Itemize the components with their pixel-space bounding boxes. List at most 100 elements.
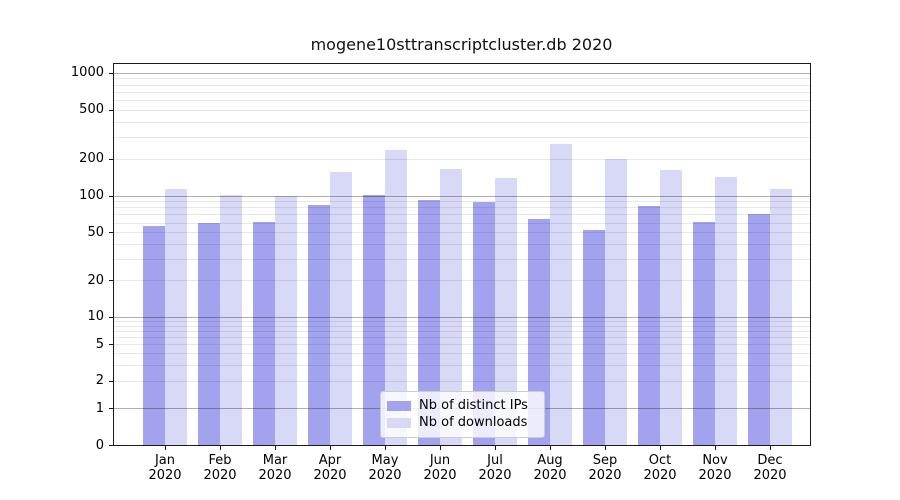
x-tick-aug-2020 [550, 446, 551, 450]
y-grid-minor-500 [114, 110, 810, 111]
bar-nb-of-distinct-ips-jul-2020 [473, 202, 495, 445]
y-grid-minor-70 [114, 214, 810, 215]
x-tick-label-oct-2020: Oct 2020 [633, 453, 688, 483]
y-tick-0 [109, 445, 113, 446]
y-grid-minor-7 [114, 331, 810, 332]
y-tick-label-0: 0 [95, 438, 104, 453]
x-tick-apr-2020 [330, 446, 331, 450]
x-tick-label-feb-2020: Feb 2020 [193, 453, 248, 483]
legend-label-distinct-ips: Nb of distinct IPs [419, 398, 528, 413]
x-tick-year-mar-2020: 2020 [258, 468, 292, 483]
bar-nb-of-downloads-apr-2020 [330, 172, 352, 445]
x-tick-year-jun-2020: 2020 [423, 468, 457, 483]
y-tick-label-2: 2 [95, 373, 104, 388]
x-tick-label-dec-2020: Dec 2020 [743, 453, 798, 483]
y-grid-minor-8 [114, 326, 810, 327]
x-tick-may-2020 [385, 446, 386, 450]
x-tick-year-jul-2020: 2020 [478, 468, 512, 483]
y-tick-2 [109, 381, 113, 382]
bar-nb-of-downloads-jun-2020 [440, 169, 462, 445]
y-grid-minor-90 [114, 201, 810, 202]
chart-title: mogene10sttranscriptcluster.db 2020 [310, 35, 613, 54]
y-tick-label-200: 200 [79, 151, 104, 166]
x-tick-year-oct-2020: 2020 [643, 468, 677, 483]
x-tick-label-sep-2020: Sep 2020 [578, 453, 633, 483]
y-grid-minor-4 [114, 353, 810, 354]
bar-nb-of-distinct-ips-nov-2020 [693, 222, 715, 445]
x-tick-year-dec-2020: 2020 [753, 468, 787, 483]
y-grid-minor-300 [114, 137, 810, 138]
bar-nb-of-downloads-mar-2020 [275, 196, 297, 445]
bar-nb-of-downloads-oct-2020 [660, 170, 682, 445]
y-grid-minor-700 [114, 92, 810, 93]
legend: Nb of distinct IPs Nb of downloads [380, 391, 545, 438]
y-grid-minor-60 [114, 223, 810, 224]
y-tick-500 [109, 110, 113, 111]
x-tick-label-jul-2020: Jul 2020 [468, 453, 523, 483]
bar-nb-of-distinct-ips-jan-2020 [143, 226, 165, 445]
x-tick-label-apr-2020: Apr 2020 [303, 453, 358, 483]
x-tick-sep-2020 [605, 446, 606, 450]
x-tick-label-may-2020: May 2020 [358, 453, 413, 483]
x-tick-year-aug-2020: 2020 [533, 468, 567, 483]
bar-nb-of-downloads-may-2020 [385, 150, 407, 445]
x-tick-label-jun-2020: Jun 2020 [413, 453, 468, 483]
y-tick-1000 [109, 73, 113, 74]
y-grid-minor-30 [114, 259, 810, 260]
y-tick-5 [109, 344, 113, 345]
y-tick-label-1000: 1000 [70, 65, 104, 80]
y-grid-minor-800 [114, 85, 810, 86]
bar-nb-of-distinct-ips-mar-2020 [253, 222, 275, 445]
y-tick-label-500: 500 [79, 102, 104, 117]
y-tick-100 [109, 196, 113, 197]
x-tick-mar-2020 [275, 446, 276, 450]
x-tick-feb-2020 [220, 446, 221, 450]
legend-item-distinct-ips: Nb of distinct IPs [387, 399, 544, 413]
y-grid-minor-40 [114, 244, 810, 245]
bar-nb-of-distinct-ips-apr-2020 [308, 205, 330, 445]
x-tick-year-nov-2020: 2020 [698, 468, 732, 483]
bar-nb-of-distinct-ips-oct-2020 [638, 206, 660, 445]
bar-nb-of-distinct-ips-dec-2020 [748, 214, 770, 445]
x-tick-label-aug-2020: Aug 2020 [523, 453, 578, 483]
x-tick-label-mar-2020: Mar 2020 [248, 453, 303, 483]
bar-nb-of-distinct-ips-aug-2020 [528, 219, 550, 445]
y-grid-major-1000 [114, 73, 810, 74]
y-grid-minor-900 [114, 78, 810, 79]
x-tick-nov-2020 [715, 446, 716, 450]
legend-label-downloads: Nb of downloads [419, 415, 528, 430]
y-grid-minor-50 [114, 232, 810, 233]
y-grid-minor-400 [114, 122, 810, 123]
bar-nb-of-downloads-aug-2020 [550, 144, 572, 445]
x-tick-year-feb-2020: 2020 [203, 468, 237, 483]
y-grid-minor-600 [114, 100, 810, 101]
bar-nb-of-downloads-nov-2020 [715, 177, 737, 445]
y-grid-minor-6 [114, 337, 810, 338]
y-tick-200 [109, 159, 113, 160]
y-tick-label-1: 1 [95, 401, 104, 416]
y-grid-minor-9 [114, 321, 810, 322]
x-tick-jul-2020 [495, 446, 496, 450]
y-tick-50 [109, 232, 113, 233]
x-tick-oct-2020 [660, 446, 661, 450]
y-grid-minor-5 [114, 344, 810, 345]
legend-swatch-distinct-ips [387, 401, 411, 411]
y-tick-10 [109, 317, 113, 318]
y-grid-minor-200 [114, 159, 810, 160]
x-tick-label-jan-2020: Jan 2020 [138, 453, 193, 483]
bar-nb-of-distinct-ips-sep-2020 [583, 230, 605, 445]
y-tick-label-10: 10 [87, 309, 104, 324]
bar-nb-of-downloads-jul-2020 [495, 178, 517, 445]
bar-nb-of-downloads-jan-2020 [165, 189, 187, 445]
y-grid-minor-3 [114, 365, 810, 366]
x-tick-jan-2020 [165, 446, 166, 450]
x-tick-year-apr-2020: 2020 [313, 468, 347, 483]
legend-item-downloads: Nb of downloads [387, 416, 544, 430]
y-tick-label-100: 100 [79, 188, 104, 203]
x-tick-jun-2020 [440, 446, 441, 450]
y-tick-20 [109, 280, 113, 281]
x-tick-label-nov-2020: Nov 2020 [688, 453, 743, 483]
y-grid-major-10 [114, 317, 810, 318]
